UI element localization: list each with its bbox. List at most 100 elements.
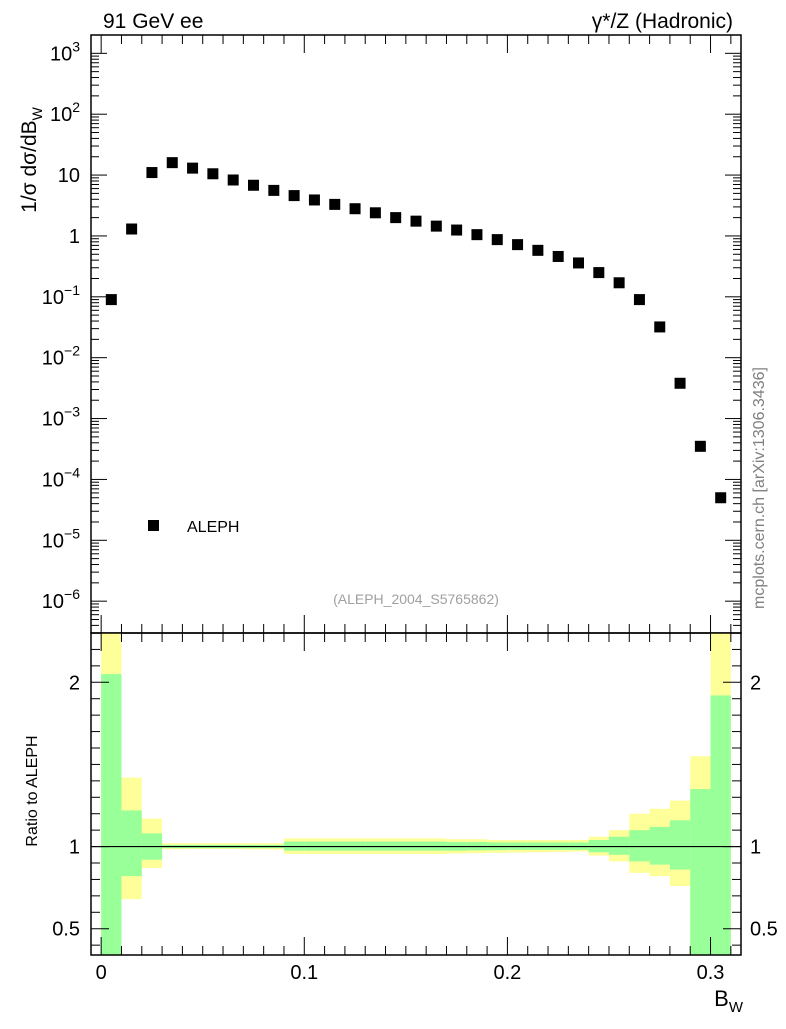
ratio-bands [101,633,731,955]
data-point [207,168,219,180]
ratio-y-tick-label-left: 2 [69,672,80,694]
ratio-band-bin [121,810,142,877]
data-point [166,157,178,169]
ratio-band-bin [669,820,691,870]
main-y-tick-label-base: 1 [69,226,80,248]
ratio-plot-frame [90,632,742,956]
data-point [349,203,361,215]
main-y-tick-label-exp: −5 [64,525,80,541]
main-y-tick-label: 10−5 [42,525,80,552]
ratio-x-ticks [100,633,732,955]
left-title: 91 GeV ee [103,10,203,33]
data-point [369,207,381,219]
data-point [633,294,645,306]
main-y-tick-label-base: 10 [50,104,72,126]
main-y-tick-label-base: 10 [58,165,80,187]
main-y-tick-label-exp: −1 [64,282,80,298]
main-y-tick-label: 10−1 [42,282,80,309]
ratio-band-bin [690,789,711,955]
ratio-band-bin [649,826,670,865]
right-title: γ*/Z (Hadronic) [592,10,733,33]
data-point [552,250,564,262]
side-credit: mcplots.cern.ch [arXiv:1306.3436] [751,367,768,609]
data-point [410,215,422,227]
ratio-y-tick-label-right: 1 [750,837,761,859]
main-y-tick-label-base: 10 [42,348,64,370]
main-y-tick-label-base: 10 [50,43,72,65]
ratio-y-tick-label-right: 0.5 [750,919,778,941]
x-axis-label-sub: W [729,999,744,1016]
ratio-tick-labels: 0.5 0.5 1 1 2 2 0 0.1 0.2 0.3 [52,672,778,984]
main-y-axis-label-sub: W [29,106,45,120]
data-point [613,277,625,289]
data-point [248,179,259,191]
ratio-y-ticks [91,632,741,946]
x-axis-label: BW [714,986,744,1016]
data-point [126,223,138,235]
main-y-tick-label-exp: −3 [64,404,80,420]
data-point [674,377,686,389]
main-y-tick-label-exp: 3 [72,38,80,54]
x-tick-label: 0.2 [494,962,522,984]
main-plot-frame [90,34,742,634]
ratio-panel: 0.5 0.5 1 1 2 2 0 0.1 0.2 0.3 Ratio to ALEPH BW [24,632,778,1016]
x-tick-label: 0.1 [290,962,318,984]
data-point [227,174,239,186]
main-y-tick-label: 10−2 [42,343,80,370]
legend: ALEPH [148,519,239,536]
ratio-band-bin [629,830,650,862]
data-point [146,167,158,179]
ratio-y-tick-label-right: 2 [750,672,761,694]
main-y-tick-label-base: 10 [42,287,64,309]
data-point [390,212,402,224]
data-markers [105,157,727,504]
main-x-ticks [100,35,732,633]
data-point [288,190,300,202]
ratio-band-bin [710,695,731,955]
ratio-y-tick-label-left: 1 [69,837,80,859]
data-point [694,440,706,452]
main-y-tick-label: 102 [50,99,80,126]
main-y-tick-label: 10−6 [42,586,80,613]
x-tick-label: 0 [96,962,107,984]
legend-marker [148,520,159,531]
main-y-tick-label-exp: −6 [64,586,80,602]
ratio-y-tick-label-left: 0.5 [52,919,80,941]
ratio-band-bin [608,836,630,855]
data-point [491,234,503,246]
ratio-y-axis-label: Ratio to ALEPH [24,735,41,846]
data-point [471,229,483,241]
data-point [105,294,117,306]
data-point [593,267,605,279]
data-point [268,184,280,196]
main-y-axis-label-text: 1/σ dσ/dB [18,120,41,212]
data-point [715,492,727,504]
data-point [430,220,442,232]
main-y-tick-label-exp: 2 [72,99,80,115]
main-y-tick-label-exp: −4 [64,464,80,480]
annotation-label: (ALEPH_2004_S5765862) [333,591,499,607]
x-tick-label: 0.3 [697,962,725,984]
data-point [512,239,524,251]
ratio-band-bin [101,674,122,955]
data-point [451,224,463,236]
main-y-ticks [91,34,741,634]
data-point [654,321,666,333]
data-point [573,257,584,269]
data-point [308,194,320,206]
main-y-tick-label-exp: −2 [64,343,80,359]
data-point [532,244,544,256]
main-y-tick-label: 103 [50,38,80,65]
x-axis-label-text: B [714,986,729,1011]
main-y-tick-label-base: 10 [42,409,64,431]
data-point [329,198,341,210]
main-y-tick-label-base: 10 [42,591,64,613]
main-y-tick-label-base: 10 [42,469,64,491]
data-point [187,162,199,174]
main-y-tick-label: 10 [58,165,80,187]
main-y-tick-label: 10−4 [42,464,80,491]
main-y-tick-label: 10−3 [42,404,80,431]
